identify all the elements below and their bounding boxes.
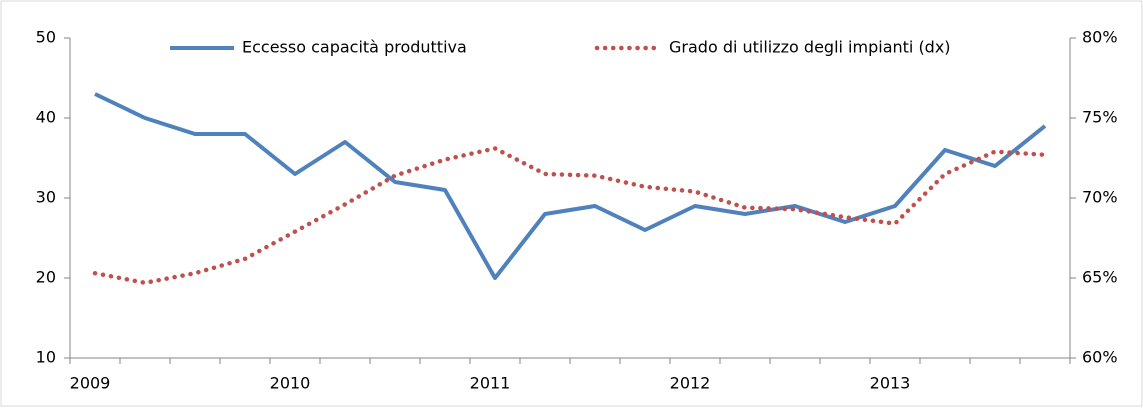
y2-tick-label: 80% (1082, 28, 1118, 47)
y-tick-label: 40 (36, 108, 56, 127)
legend-label: Eccesso capacità produttiva (242, 38, 467, 57)
x-tick-label: 2009 (70, 374, 111, 393)
y2-tick-label: 60% (1082, 348, 1118, 367)
y-tick-label: 50 (36, 28, 56, 47)
x-tick-label: 2012 (670, 374, 711, 393)
series-line (94, 92, 1047, 280)
x-tick-label: 2011 (470, 374, 511, 393)
y-tick-label: 10 (36, 348, 56, 367)
x-tick-label: 2013 (870, 374, 911, 393)
y-tick-label: 30 (36, 188, 56, 207)
x-tick-label: 2010 (270, 374, 311, 393)
series-line (92, 146, 1048, 286)
y-tick-label: 20 (36, 268, 56, 287)
y2-tick-label: 65% (1082, 268, 1118, 287)
legend-label: Grado di utilizzo degli impianti (dx) (669, 38, 951, 57)
y2-tick-label: 75% (1082, 108, 1118, 127)
y2-tick-label: 70% (1082, 188, 1118, 207)
